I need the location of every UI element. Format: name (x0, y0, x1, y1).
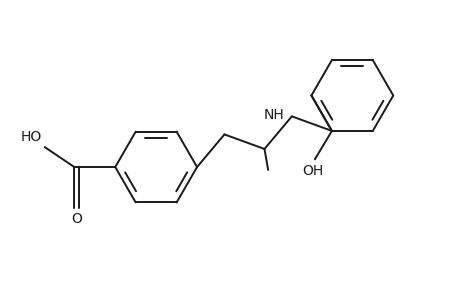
Text: NH: NH (263, 108, 283, 122)
Text: O: O (71, 212, 82, 226)
Text: HO: HO (20, 130, 41, 144)
Text: OH: OH (301, 164, 323, 178)
